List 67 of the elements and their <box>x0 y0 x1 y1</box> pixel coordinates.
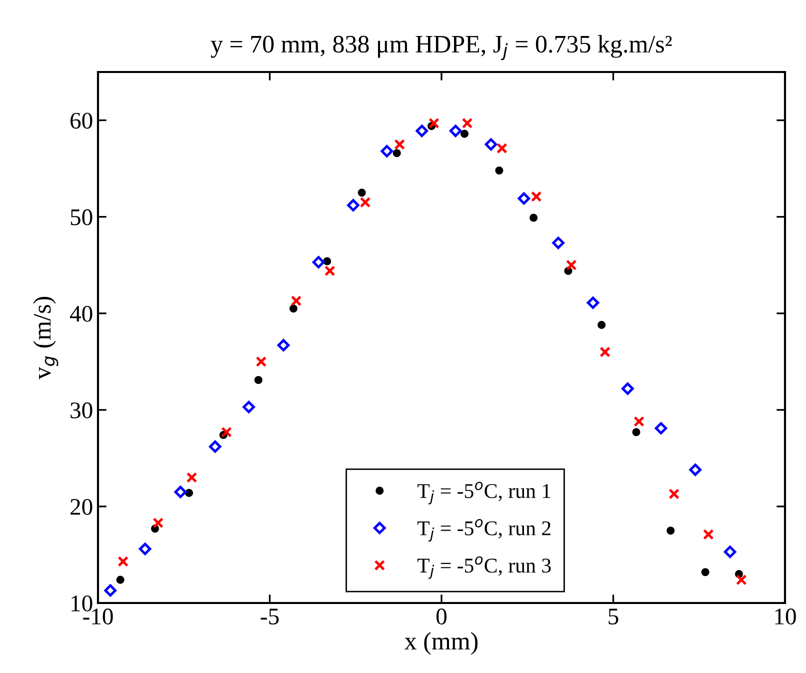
y-tick-label: 50 <box>70 209 92 226</box>
point <box>632 428 640 436</box>
point <box>116 576 124 584</box>
point <box>392 149 401 158</box>
y-tick-label: 60 <box>70 112 92 129</box>
point <box>496 142 508 154</box>
point <box>380 145 394 158</box>
point <box>174 486 187 498</box>
x-tick-label: 0 <box>436 608 447 624</box>
point <box>323 257 332 266</box>
point <box>460 130 469 138</box>
point <box>254 376 262 384</box>
point <box>277 339 290 352</box>
point <box>152 517 164 528</box>
point <box>484 138 498 151</box>
x-axis-title: x (mm) <box>404 632 478 655</box>
point <box>221 426 232 438</box>
point <box>394 138 406 150</box>
point <box>358 188 366 197</box>
point <box>416 124 428 138</box>
point <box>324 265 336 276</box>
point <box>552 236 564 250</box>
y-tick-label: 20 <box>70 498 92 515</box>
x-tick-label: 5 <box>608 608 618 624</box>
point <box>138 542 152 556</box>
x-tick-label: -5 <box>260 608 279 624</box>
y-axis-title: v$_{g}$ (m/s) <box>33 296 58 380</box>
point <box>600 346 610 358</box>
point <box>634 416 644 427</box>
point <box>242 400 255 414</box>
point <box>622 382 634 395</box>
point <box>530 214 538 222</box>
legend-label: T$_{j}$ = -5$^{o}$C, run 3 <box>417 556 551 579</box>
point <box>449 124 462 138</box>
point <box>256 356 267 368</box>
point <box>566 260 577 271</box>
point <box>290 295 302 306</box>
point <box>312 256 325 268</box>
point <box>347 199 360 212</box>
point <box>185 488 194 497</box>
point <box>518 192 530 205</box>
point <box>104 584 117 597</box>
point <box>654 422 668 434</box>
point <box>736 574 747 586</box>
y-tick-label: 30 <box>70 402 92 418</box>
point <box>668 488 680 500</box>
point <box>666 526 675 535</box>
legend-label: T$_{j}$ = -5$^{o}$C, run 1 <box>417 482 550 504</box>
y-tick-label: 40 <box>70 306 92 322</box>
point <box>289 304 298 313</box>
point <box>724 546 736 558</box>
point <box>186 472 198 483</box>
point <box>702 529 714 540</box>
legend-label: T$_{j}$ = -5$^{o}$C, run 2 <box>417 519 550 542</box>
point <box>701 568 710 576</box>
point <box>530 191 542 202</box>
point <box>118 556 128 567</box>
x-tick-label: 10 <box>775 608 796 624</box>
point <box>360 196 371 208</box>
point <box>495 166 504 175</box>
point <box>462 118 473 129</box>
point <box>598 320 606 329</box>
chart-title: y = 70 mm, 838 μm HDPE, J$_{j}$ = 0.735 kg.m/s² <box>210 35 672 60</box>
point <box>208 440 222 453</box>
point <box>689 464 702 476</box>
point <box>428 118 440 129</box>
point <box>586 296 600 309</box>
